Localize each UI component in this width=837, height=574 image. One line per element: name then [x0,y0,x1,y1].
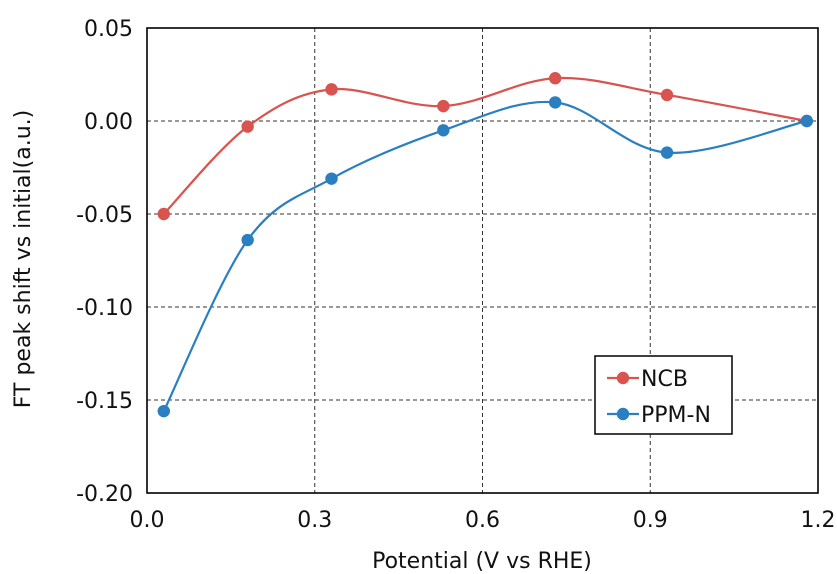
data-point-ppm-n [157,404,170,418]
series-line-ncb [162,76,808,215]
data-point-ppm-n [660,146,674,159]
plot-frame [146,27,819,494]
y-axis-label: FT peak shift vs initial(a.u.) [11,110,36,408]
legend-box [594,355,733,435]
x-tick-label: 1.2 [801,508,836,533]
legend-swatch-marker-ppm-n [616,407,630,421]
data-point-ppm-n [437,124,450,137]
x-tick-label: 0.3 [297,508,332,533]
x-tick-label: 0.9 [633,508,668,533]
data-point-ppm-n [800,114,814,128]
data-point-ncb [660,88,674,102]
legend-swatch-marker-ncb [616,371,630,385]
x-tick-label: 0.6 [465,508,500,533]
y-tick-label: 0.05 [84,17,133,42]
x-tick-label: 0.0 [130,508,165,533]
legend-label-ppm-n: PPM-N [641,403,711,428]
x-axis-label: Potential (V vs RHE) [372,549,592,574]
data-point-ncb [548,72,562,85]
data-point-ncb [325,83,338,96]
data-point-ncb [157,207,170,221]
y-tick-label: -0.05 [76,203,133,228]
legend: NCB PPM-N [594,355,733,435]
data-point-ppm-n [548,96,562,109]
y-tick-label: -0.10 [76,296,133,321]
series-layer [157,72,814,418]
legend-label-ncb: NCB [641,367,688,392]
data-point-ppm-n [241,233,254,247]
data-point-ncb [437,99,450,113]
y-tick-label: 0.00 [84,110,133,135]
data-point-ppm-n [325,172,338,185]
tick-layer: 0.0 0.3 0.6 0.9 1.2 0.05 0.00 -0.05 -0.10 -0.15 -0… [76,17,835,533]
data-point-ncb [241,120,254,133]
y-tick-label: -0.15 [76,389,133,414]
y-tick-label: -0.20 [76,482,133,507]
